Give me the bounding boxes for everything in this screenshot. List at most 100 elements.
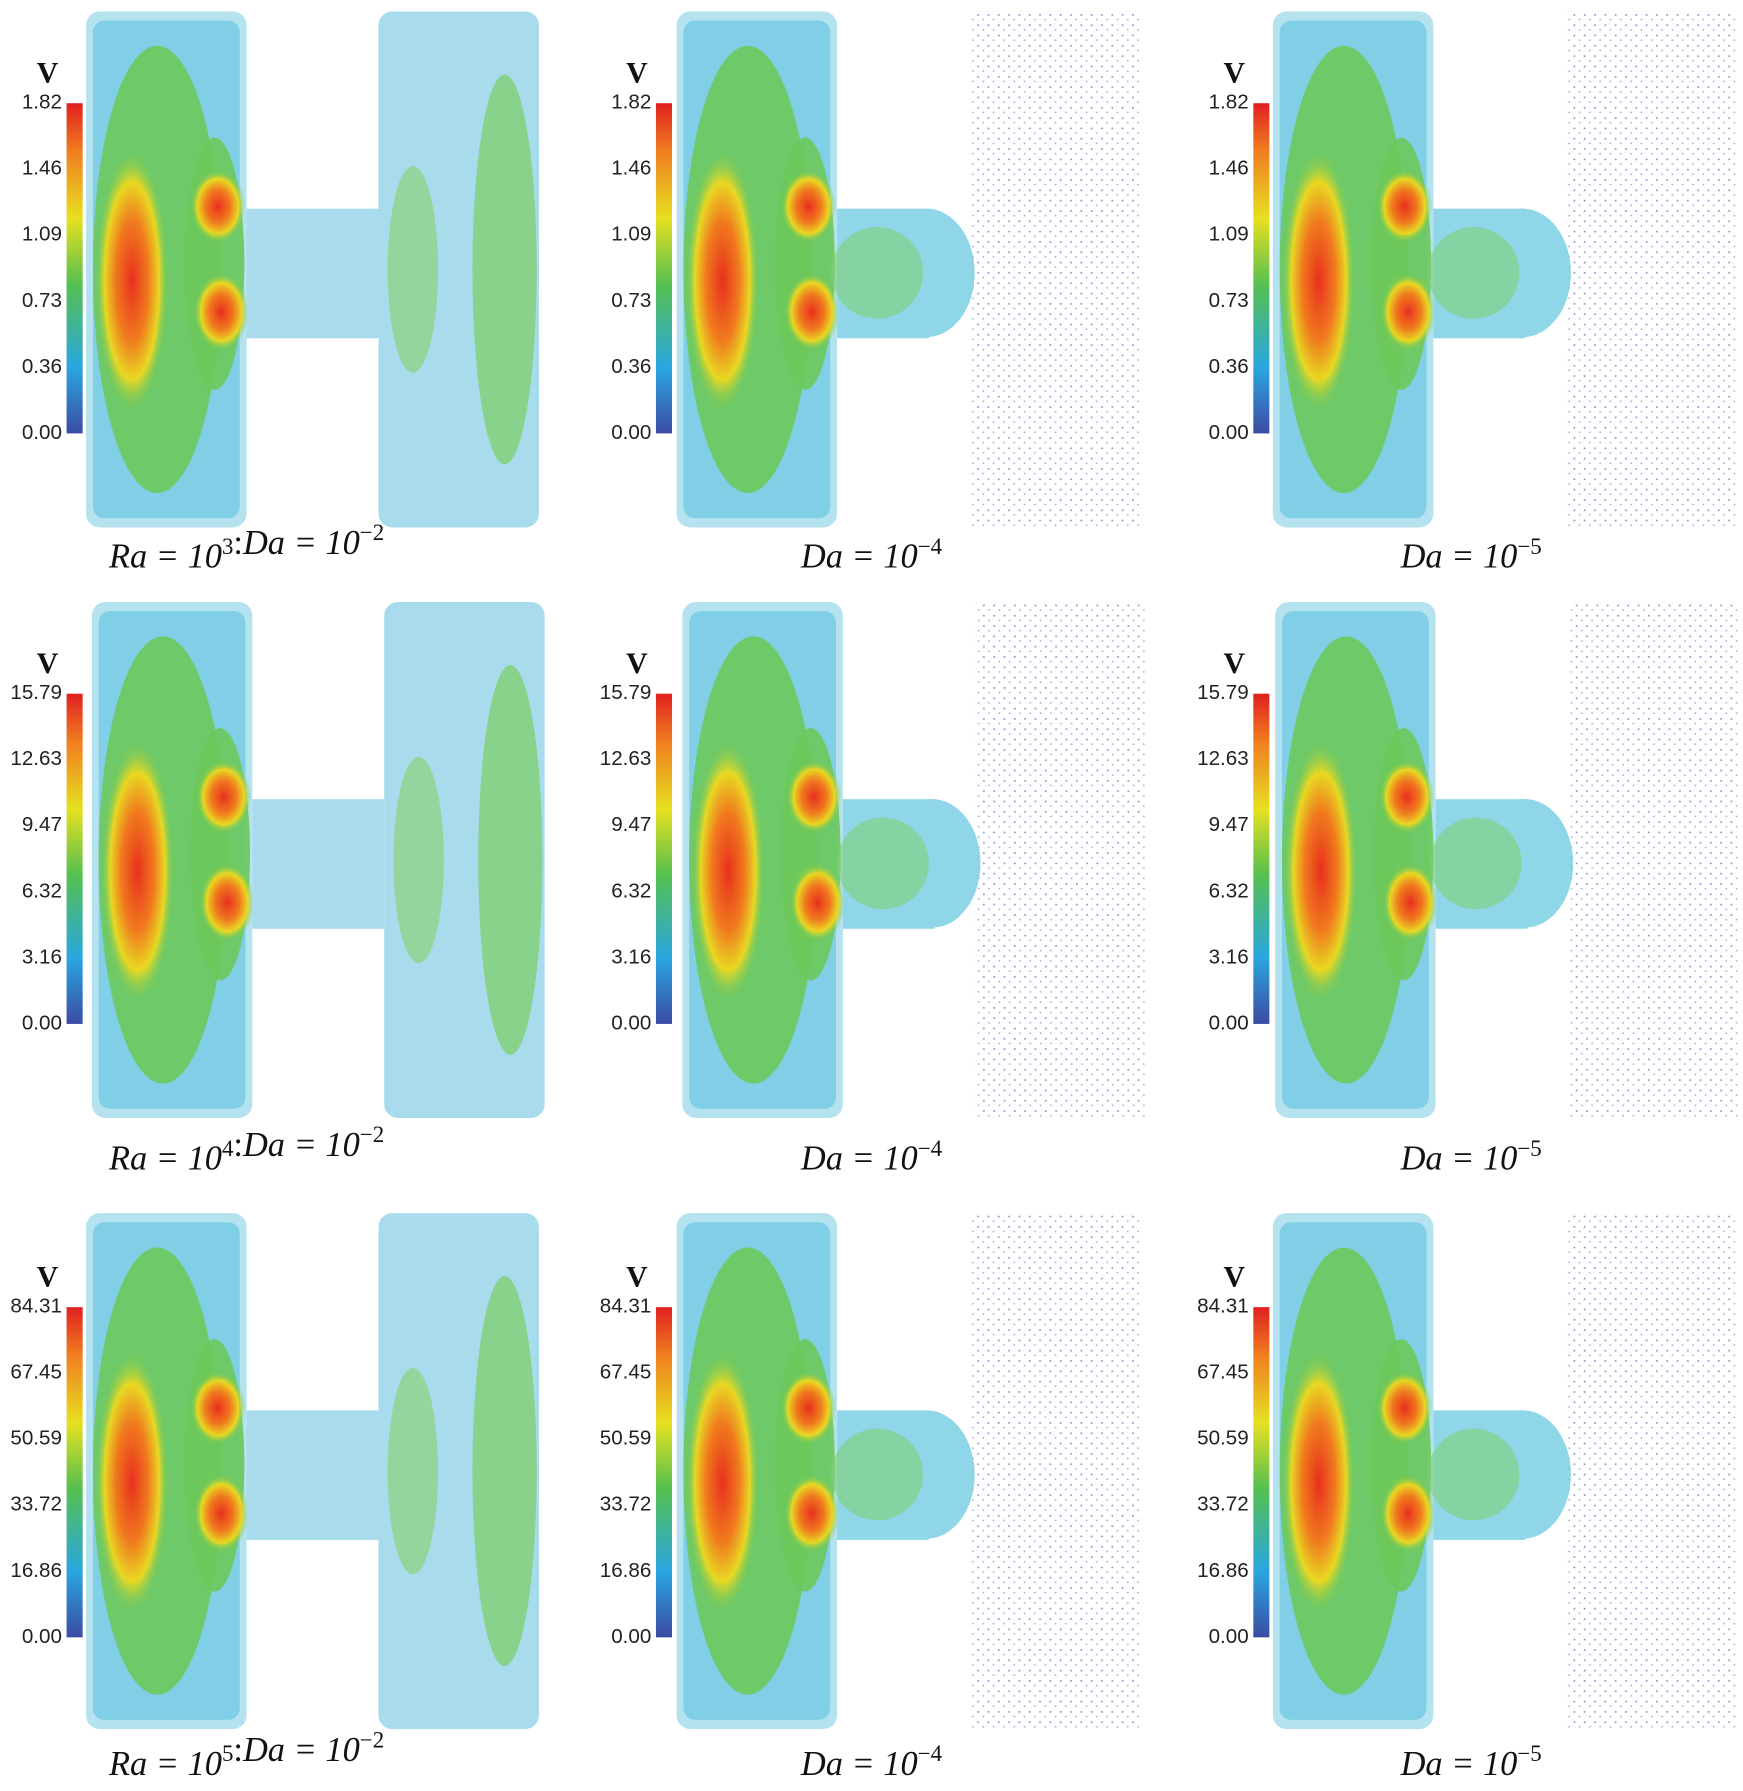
colorbar-tick-label: 1.09 [1209, 223, 1249, 246]
colorbar [655, 103, 672, 434]
colorbar-tick-label: 67.45 [10, 1361, 62, 1384]
caption-separator: : [233, 1731, 243, 1769]
caption-exponent: 4 [222, 1136, 234, 1161]
porous-region [968, 1213, 1141, 1730]
caption-exponent: −4 [918, 534, 943, 559]
caption-exponent: −2 [360, 520, 384, 545]
caption-text: Ra = 10 [108, 1745, 222, 1783]
caption-exponent: −4 [918, 1741, 943, 1766]
colorbar-tick-label: 0.73 [22, 289, 62, 312]
panel-caption: Da = 10−4 [800, 1136, 943, 1178]
colorbar-title: V [37, 647, 59, 680]
caption-text: Da = 10 [800, 1140, 918, 1178]
colorbar [655, 1307, 672, 1638]
colorbar-tick-label: 6.32 [611, 879, 651, 902]
caption-exponent: 3 [222, 534, 233, 559]
colorbar [1253, 103, 1270, 434]
colorbar-title: V [37, 1260, 59, 1293]
colorbar-tick-label: 16.86 [10, 1559, 62, 1582]
colorbar-tick-label: 3.16 [1209, 945, 1249, 968]
colorbar [66, 693, 83, 1024]
flow-field [246, 1213, 539, 1730]
flow-cavity [1272, 11, 1436, 528]
panel-caption: Da = 10−5 [1400, 1741, 1542, 1783]
colorbar [66, 1307, 83, 1638]
colorbar-tick-label: 16.86 [1197, 1559, 1249, 1582]
colorbar-tick-label: 84.31 [600, 1295, 652, 1318]
colorbar-tick-label: 6.32 [22, 879, 62, 902]
flow-jet [1429, 799, 1574, 929]
caption-text: Ra = 10 [108, 538, 222, 576]
colorbar-tick-label: 33.72 [1197, 1493, 1249, 1516]
colorbar-tick-label: 3.16 [22, 945, 62, 968]
colorbar-tick-label: 33.72 [600, 1493, 652, 1516]
panel-caption: Ra = 105:Da = 10−2 [108, 1727, 384, 1783]
colorbar-title: V [1224, 647, 1246, 680]
colorbar-tick-label: 1.46 [22, 157, 62, 180]
colorbar-tick-label: 33.72 [10, 1493, 62, 1516]
caption-text: Da = 10 [242, 1731, 360, 1769]
caption-separator: : [233, 524, 243, 562]
flow-jet [1427, 1410, 1571, 1540]
flow-jet [837, 799, 981, 929]
caption-exponent: −2 [360, 1122, 384, 1147]
flow-cavity [1275, 601, 1438, 1118]
caption-text: Da = 10 [242, 1126, 360, 1164]
colorbar-title: V [37, 57, 59, 90]
flow-cavity [1272, 1213, 1436, 1730]
colorbar-tick-label: 0.00 [611, 421, 651, 444]
caption-exponent: 5 [222, 1741, 233, 1766]
caption-exponent: −5 [1517, 1741, 1541, 1766]
colorbar [1253, 693, 1270, 1024]
colorbar-tick-label: 0.00 [611, 1625, 651, 1648]
flow-cavity [86, 1213, 249, 1730]
colorbar-tick-label: 84.31 [1197, 1295, 1249, 1318]
colorbar-tick-label: 0.00 [22, 1011, 62, 1034]
colorbar-tick-label: 12.63 [600, 747, 652, 770]
colorbar-tick-label: 9.47 [611, 813, 651, 836]
colorbar-tick-label: 15.79 [1197, 681, 1249, 704]
flow-cavity [682, 601, 846, 1118]
colorbar-tick-label: 15.79 [10, 681, 62, 704]
colorbar-title: V [626, 647, 648, 680]
caption-exponent: −2 [360, 1727, 384, 1752]
caption-exponent: −5 [1517, 534, 1541, 559]
porous-region [974, 601, 1147, 1118]
colorbar-tick-label: 1.82 [22, 91, 62, 114]
colorbar-tick-label: 1.82 [611, 91, 651, 114]
colorbar-tick-label: 3.16 [611, 945, 651, 968]
panel-caption: Da = 10−5 [1400, 1136, 1542, 1178]
caption-text: Da = 10 [1400, 1745, 1518, 1783]
caption-text: Da = 10 [800, 538, 918, 576]
porous-region [1565, 11, 1738, 528]
flow-cavity [91, 601, 255, 1118]
panel-caption: Da = 10−4 [800, 534, 943, 576]
porous-region [1567, 601, 1740, 1118]
colorbar-tick-label: 0.36 [611, 355, 651, 378]
colorbar-tick-label: 0.73 [611, 289, 651, 312]
colorbar-tick-label: 1.46 [611, 157, 651, 180]
caption-text: Da = 10 [1400, 1140, 1518, 1178]
colorbar-tick-label: 12.63 [10, 747, 62, 770]
colorbar-tick-label: 1.09 [22, 223, 62, 246]
colorbar [655, 693, 672, 1024]
caption-text: Da = 10 [242, 524, 360, 562]
caption-text: Da = 10 [800, 1745, 918, 1783]
colorbar-tick-label: 15.79 [600, 681, 652, 704]
colorbar-tick-label: 0.36 [22, 355, 62, 378]
colorbar-tick-label: 1.82 [1209, 91, 1249, 114]
colorbar-title: V [626, 57, 648, 90]
porous-region [968, 11, 1141, 528]
caption-separator: : [233, 1126, 243, 1164]
colorbar [66, 103, 83, 434]
colorbar-tick-label: 1.09 [611, 223, 651, 246]
caption-text: Da = 10 [1400, 538, 1518, 576]
flow-cavity [676, 11, 840, 528]
colorbar-tick-label: 0.73 [1209, 289, 1249, 312]
colorbar-tick-label: 0.00 [1209, 1625, 1249, 1648]
colorbar-tick-label: 9.47 [22, 813, 62, 836]
panel-caption: Da = 10−5 [1400, 534, 1542, 576]
flow-cavity [86, 11, 249, 528]
flow-jet [831, 1410, 975, 1540]
